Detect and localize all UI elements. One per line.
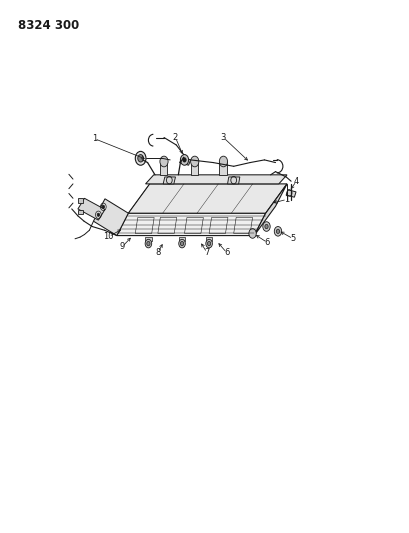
Circle shape [248, 229, 256, 238]
Circle shape [219, 156, 227, 167]
Text: 1: 1 [92, 134, 97, 143]
Polygon shape [190, 161, 198, 175]
Polygon shape [205, 237, 212, 241]
Text: 4: 4 [293, 177, 298, 185]
Circle shape [145, 239, 151, 248]
Circle shape [207, 241, 210, 246]
Circle shape [135, 151, 146, 165]
Polygon shape [117, 213, 265, 236]
Circle shape [102, 205, 104, 208]
Polygon shape [93, 199, 128, 236]
Polygon shape [145, 237, 151, 241]
Circle shape [264, 224, 267, 229]
Polygon shape [254, 184, 286, 236]
Polygon shape [128, 184, 286, 213]
Text: 9: 9 [119, 243, 124, 251]
Circle shape [97, 213, 99, 216]
Circle shape [190, 156, 198, 167]
Circle shape [137, 155, 143, 162]
Text: 8324 300: 8324 300 [18, 19, 79, 31]
Text: 10: 10 [103, 232, 114, 241]
Circle shape [146, 241, 150, 246]
Polygon shape [78, 210, 83, 214]
Polygon shape [285, 190, 295, 197]
Polygon shape [227, 177, 239, 184]
Polygon shape [219, 161, 226, 175]
Text: 7: 7 [204, 248, 209, 257]
Circle shape [262, 222, 270, 231]
Circle shape [205, 239, 212, 248]
Text: 8: 8 [155, 248, 160, 257]
Polygon shape [145, 175, 286, 184]
Polygon shape [163, 177, 175, 184]
Circle shape [160, 156, 168, 167]
Text: 2: 2 [173, 133, 178, 142]
Text: 5: 5 [290, 235, 295, 243]
Circle shape [180, 155, 188, 165]
Text: 3: 3 [220, 133, 226, 142]
Text: 6: 6 [264, 238, 270, 247]
Polygon shape [178, 237, 185, 241]
Polygon shape [179, 157, 190, 165]
Polygon shape [160, 161, 167, 175]
Circle shape [180, 241, 183, 246]
Circle shape [274, 227, 281, 236]
Polygon shape [78, 198, 83, 203]
Text: 6: 6 [223, 248, 229, 257]
Circle shape [178, 239, 185, 248]
Polygon shape [78, 198, 105, 220]
Text: 1: 1 [284, 195, 289, 204]
Circle shape [276, 229, 279, 233]
Circle shape [182, 158, 186, 162]
